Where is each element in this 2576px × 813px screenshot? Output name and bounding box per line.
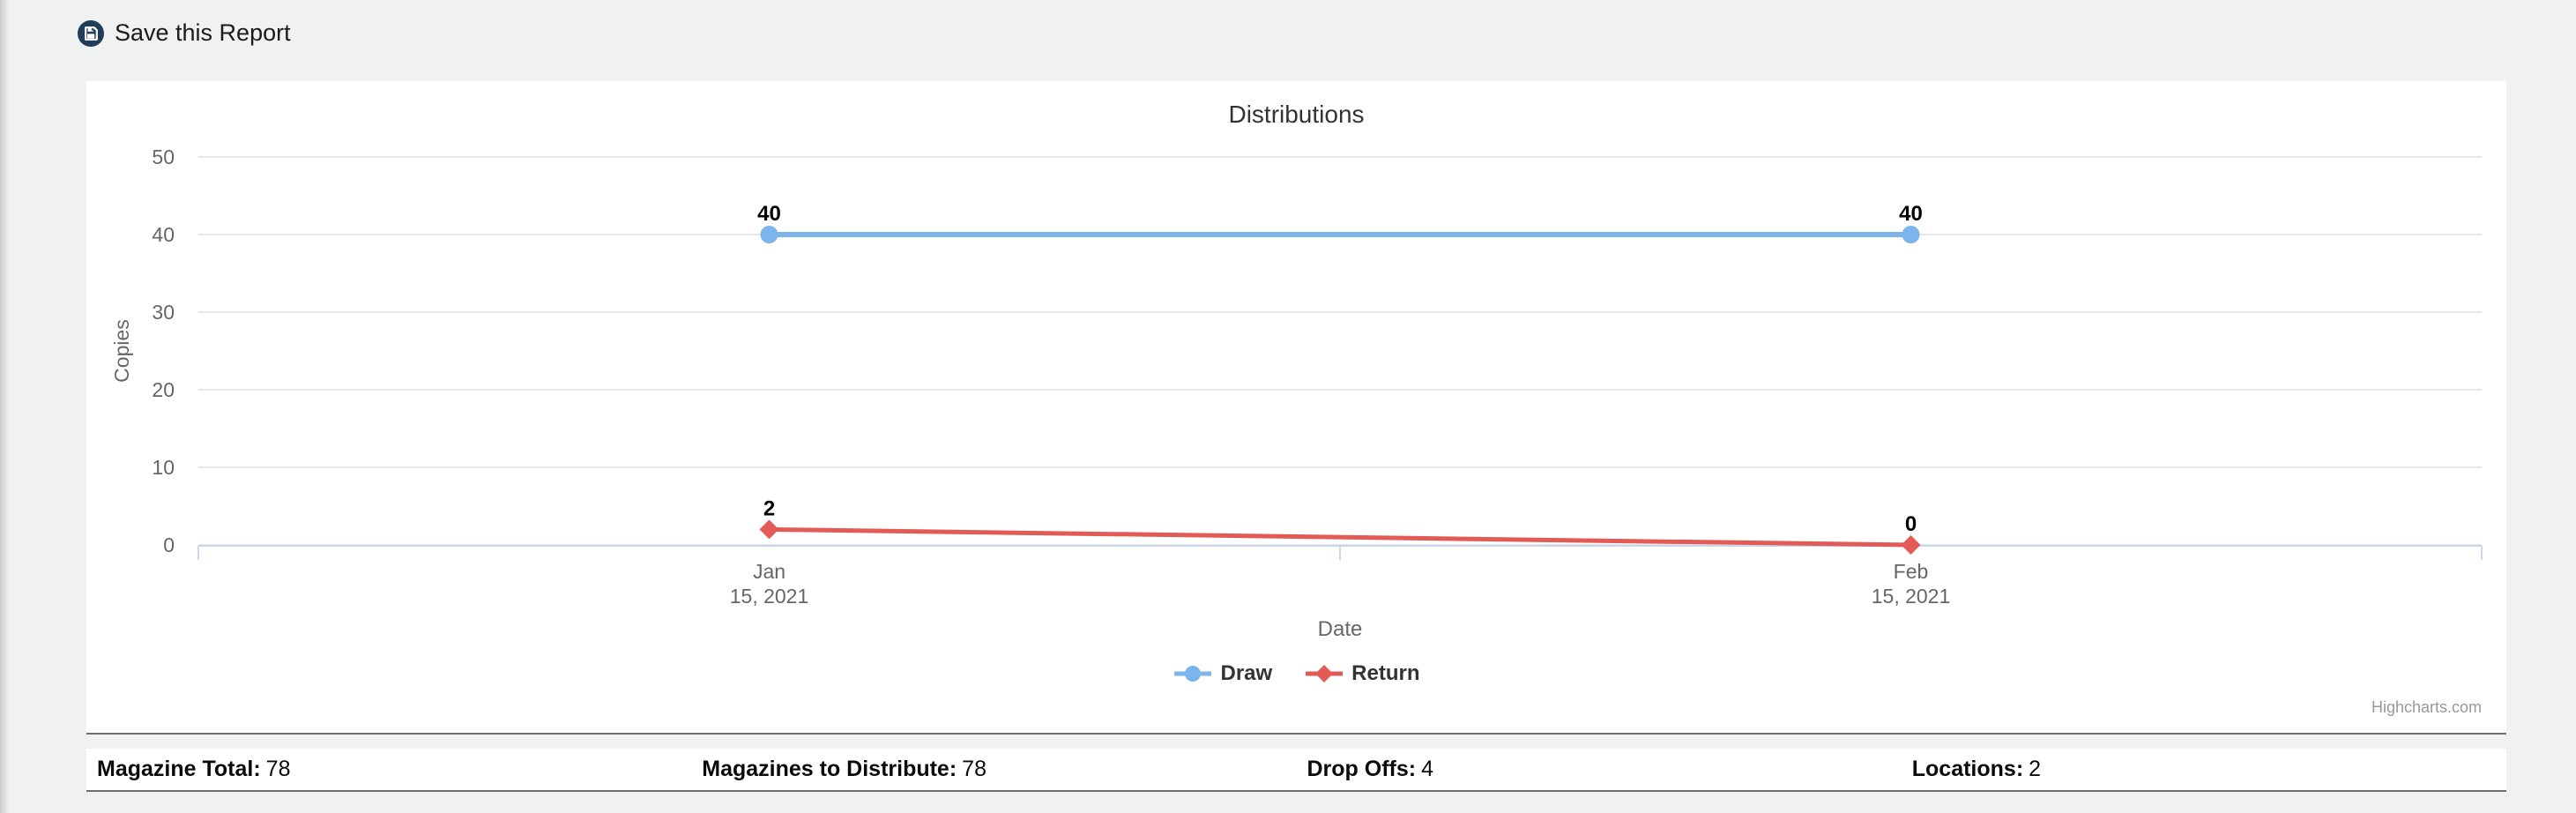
return-point-marker[interactable] [1901,535,1921,555]
x-tick-label: Jan [753,560,785,583]
y-tick-label: 30 [152,301,175,324]
return-legend-marker-icon [1306,665,1344,682]
return-data-label: 2 [763,496,775,520]
series-draw[interactable]: 40 40 [756,200,1925,243]
x-tick-label: 15, 2021 [1872,585,1951,608]
draw-data-label: 40 [1899,202,1923,226]
return-point-marker[interactable] [759,519,779,540]
save-icon [78,19,104,47]
draw-point-marker[interactable] [1902,226,1920,243]
y-tick-label: 20 [152,378,175,401]
save-report-button[interactable]: Save this Report [78,19,291,47]
y-tick-label: 50 [152,145,175,168]
stat-magazines-to-distribute: Magazines to Distribute: 78 [702,757,986,781]
save-report-label: Save this Report [115,19,291,46]
stat-locations: Locations: 2 [1911,757,2042,781]
stats-row: Magazine Total: 78 Magazines to Distribute… [86,749,2506,792]
y-tick-label: 40 [152,223,175,246]
stat-magazine-total: Magazine Total: 78 [97,757,291,781]
legend-label-draw: Draw [1220,661,1273,685]
x-tick-label: Feb [1894,560,1929,583]
stat-drop-offs: Drop Offs: 4 [1307,757,1434,781]
return-data-label: 0 [1905,512,1917,536]
legend-item-draw[interactable]: Draw [1173,661,1272,686]
x-axis-title: Date [1318,617,1363,641]
highcharts-credit-link[interactable]: Highcharts.com [2371,698,2482,716]
legend-item-return[interactable]: Return [1304,661,1420,686]
y-tick-label: 0 [163,533,175,556]
x-tick-label: 15, 2021 [730,585,809,608]
chart-card: 0 10 20 30 40 50 Copies Jan 15, 2021 Feb 15, 2021 D… [86,81,2506,735]
y-axis-title: Copies [110,319,133,383]
return-series-line[interactable] [767,526,1913,548]
chart-legend: Draw Return [86,661,2506,686]
y-tick-label: 10 [152,456,175,479]
page-left-shadow [0,0,9,813]
draw-legend-marker-icon [1174,666,1212,682]
draw-data-label: 40 [757,202,781,226]
chart-title: Distributions [1228,101,1365,128]
series-return[interactable]: 20 [759,495,1921,555]
legend-label-return: Return [1351,661,1420,685]
draw-point-marker[interactable] [760,226,778,243]
